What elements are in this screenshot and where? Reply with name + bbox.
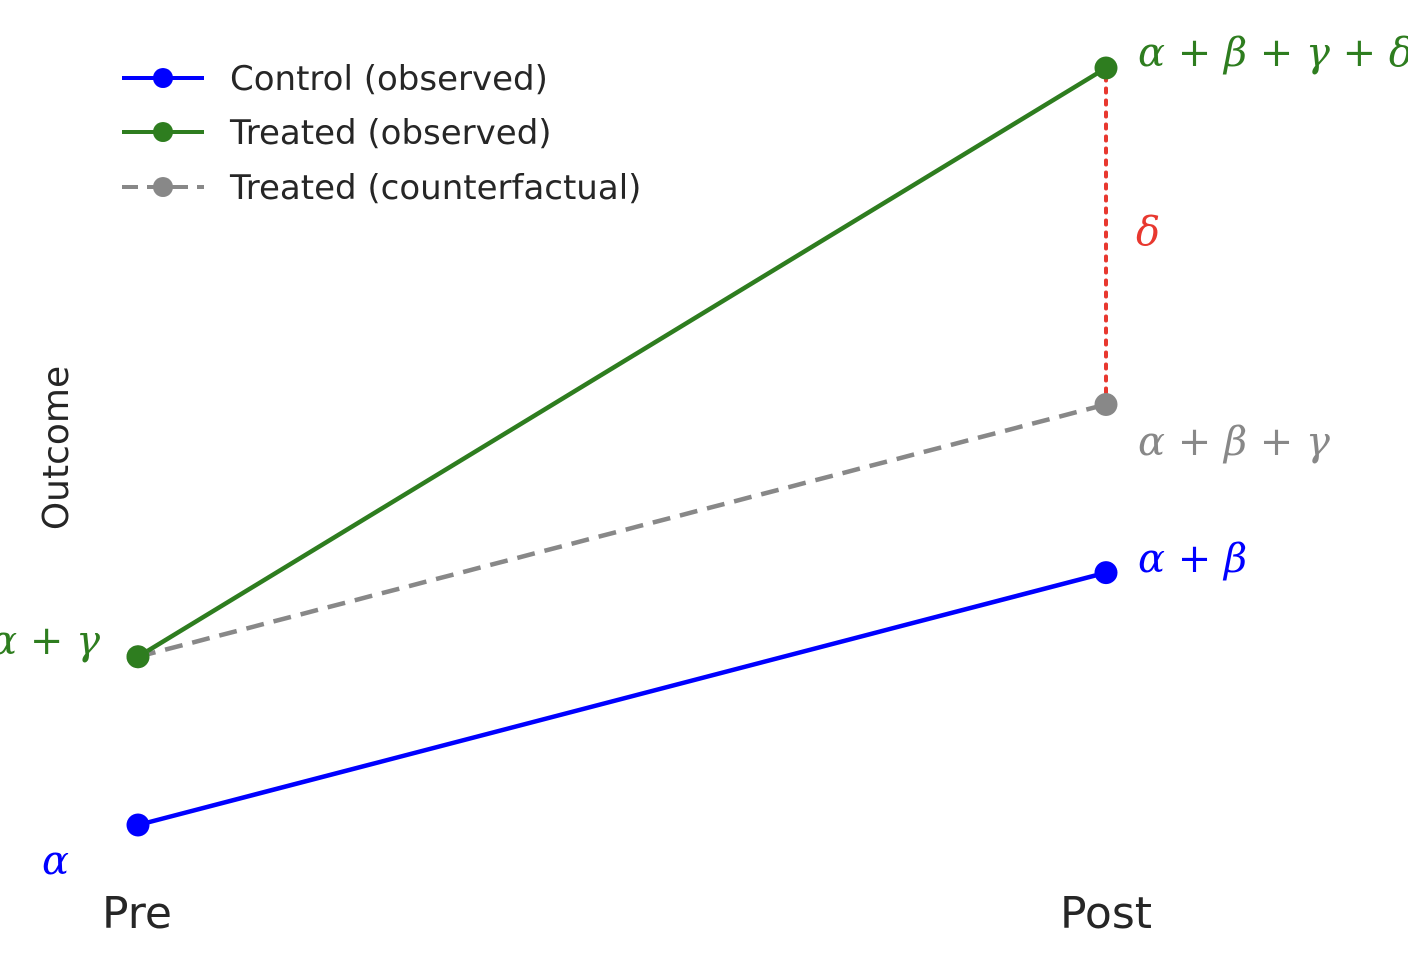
point-treated-counterfactual-post bbox=[1094, 392, 1118, 416]
y-axis-label: Outcome bbox=[36, 366, 77, 530]
legend-label-treated: Treated (observed) bbox=[229, 113, 552, 153]
point-treated-observed-post bbox=[1094, 56, 1118, 80]
point-control-observed-pre bbox=[126, 813, 150, 837]
legend: Control (observed) Treated (observed) Tr… bbox=[122, 59, 641, 208]
annotation-alpha-gamma: α + γ bbox=[0, 618, 100, 664]
effect-label-delta: δ bbox=[1136, 209, 1160, 255]
x-tick-pre: Pre bbox=[102, 888, 172, 939]
annotation-alpha: α bbox=[42, 838, 69, 884]
annotation-alpha-beta-gamma: α + β + γ bbox=[1138, 419, 1330, 465]
chart-marks bbox=[126, 56, 1118, 837]
point-treated-observed-pre bbox=[126, 645, 150, 669]
legend-marker-control bbox=[153, 68, 173, 88]
point-control-observed-post bbox=[1094, 561, 1118, 585]
legend-item-counterfactual: Treated (counterfactual) bbox=[122, 168, 641, 208]
legend-item-control: Control (observed) bbox=[122, 59, 548, 99]
series-line-control-observed bbox=[137, 570, 1107, 828]
x-tick-post: Post bbox=[1060, 888, 1152, 939]
legend-label-counterfactual: Treated (counterfactual) bbox=[229, 168, 641, 208]
annotation-alpha-beta-gamma-delta: α + β + γ + δ bbox=[1138, 30, 1408, 76]
legend-marker-treated bbox=[153, 122, 173, 142]
annotations: α α + γ α + β α + β + γ α + β + γ + δ δ bbox=[0, 30, 1408, 884]
legend-item-treated: Treated (observed) bbox=[122, 113, 552, 153]
annotation-alpha-beta: α + β bbox=[1138, 536, 1247, 582]
legend-marker-counterfactual bbox=[153, 177, 173, 197]
legend-label-control: Control (observed) bbox=[230, 59, 548, 99]
series-line-treated-observed bbox=[136, 66, 1108, 659]
series-line-treated-counterfactual bbox=[137, 402, 1107, 659]
